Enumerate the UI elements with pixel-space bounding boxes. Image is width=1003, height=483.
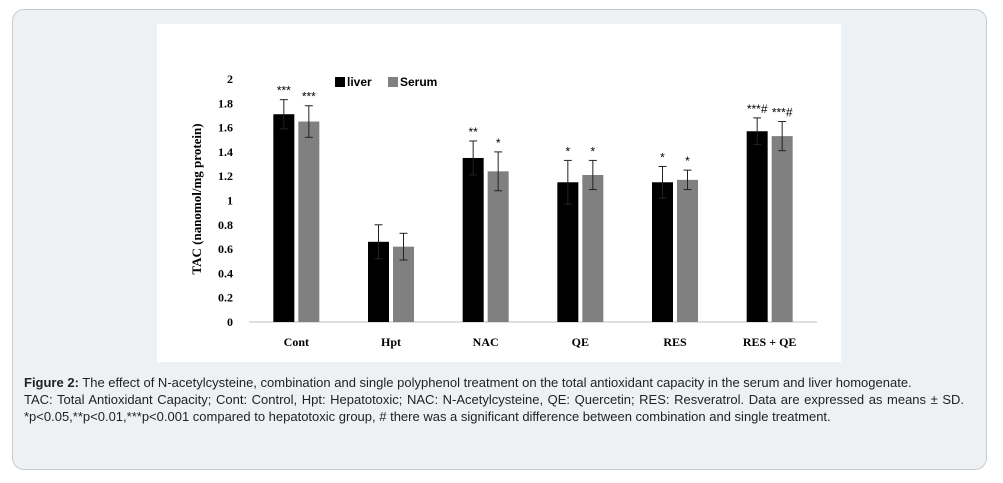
significance-label: * bbox=[660, 150, 665, 164]
y-tick-label: 1.8 bbox=[218, 96, 233, 110]
bar-liver bbox=[368, 241, 389, 322]
bar-serum bbox=[487, 171, 509, 322]
bar-serum bbox=[771, 136, 793, 322]
y-tick-label: 1.2 bbox=[218, 169, 233, 183]
x-tick-label: RES bbox=[663, 335, 687, 349]
bar-chart: TAC (nanomol/mg protein) liver Serum 0 0.… bbox=[189, 72, 817, 349]
legend-label-liver: liver bbox=[347, 75, 372, 89]
significance-label: ***# bbox=[747, 102, 768, 116]
legend-swatch-serum bbox=[388, 77, 398, 87]
y-tick-label: 0 bbox=[227, 315, 233, 329]
bar-serum bbox=[582, 174, 604, 322]
significance-label: * bbox=[685, 154, 690, 168]
figure-caption: Figure 2: The effect of N-acetylcysteine… bbox=[24, 374, 964, 425]
significance-label: * bbox=[590, 144, 595, 158]
y-tick-label: 1 bbox=[227, 194, 233, 208]
bar-liver bbox=[462, 157, 484, 322]
bar-liver bbox=[273, 114, 295, 322]
chart-panel: TAC (nanomol/mg protein) liver Serum 0 0.… bbox=[157, 24, 841, 362]
bar-serum bbox=[393, 246, 414, 322]
significance-label: *** bbox=[277, 84, 291, 98]
x-tick-label: Cont bbox=[284, 335, 309, 349]
legend: liver Serum bbox=[335, 75, 437, 89]
significance-label: ** bbox=[468, 125, 478, 139]
y-tick-label: 0.8 bbox=[218, 218, 233, 232]
significance-label: * bbox=[496, 136, 501, 150]
y-tick-label: 0.4 bbox=[218, 266, 233, 280]
legend-swatch-liver bbox=[335, 77, 345, 87]
significance-label: *** bbox=[302, 90, 316, 104]
significance-label: ***# bbox=[772, 106, 793, 120]
y-tick-label: 1.4 bbox=[218, 145, 233, 159]
bar-liver bbox=[652, 182, 673, 322]
x-tick-label: RES + QE bbox=[743, 335, 797, 349]
y-tick-label: 0.2 bbox=[218, 291, 233, 305]
legend-label-serum: Serum bbox=[400, 75, 437, 89]
y-tick-label: 0.6 bbox=[218, 242, 233, 256]
x-tick-label: QE bbox=[572, 335, 589, 349]
bar-liver bbox=[746, 131, 768, 322]
significance-label: * bbox=[565, 144, 570, 158]
figure-text: The effect of N-acetylcysteine, combinat… bbox=[82, 375, 912, 390]
caption-main: Figure 2: The effect of N-acetylcysteine… bbox=[24, 374, 964, 391]
caption-notes: TAC: Total Antioxidant Capacity; Cont: C… bbox=[24, 392, 964, 424]
y-axis-label: TAC (nanomol/mg protein) bbox=[189, 123, 204, 274]
y-tick-label: 1.6 bbox=[218, 121, 233, 135]
x-tick-label: Hpt bbox=[381, 335, 401, 349]
x-tick-label: NAC bbox=[473, 335, 499, 349]
bar-serum bbox=[298, 121, 320, 323]
y-tick-label: 2 bbox=[227, 72, 233, 86]
bar-liver bbox=[557, 182, 579, 322]
figure-label: Figure 2: bbox=[24, 375, 79, 390]
bar-serum bbox=[677, 179, 698, 322]
